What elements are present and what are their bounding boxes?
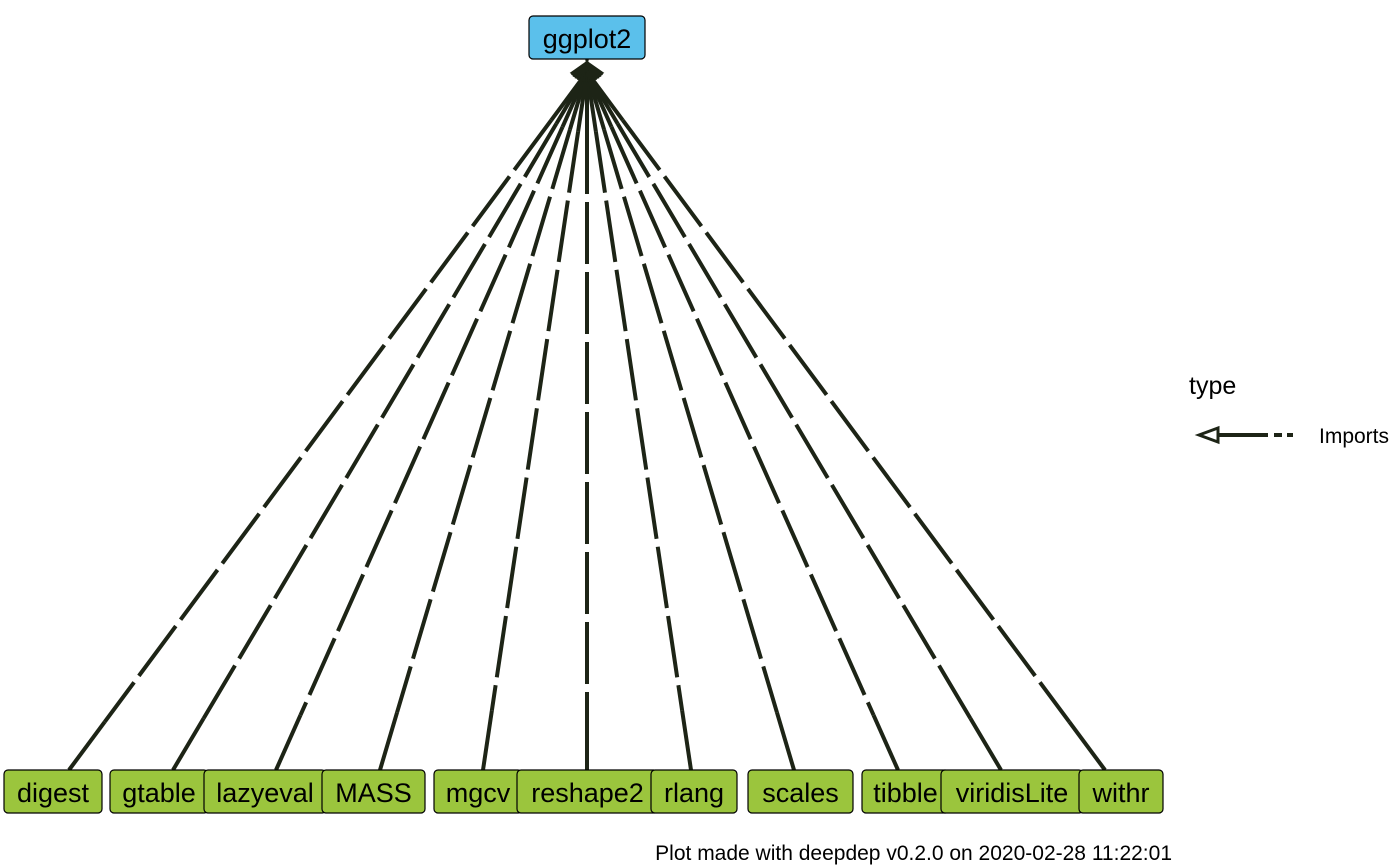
dependency-node: scales [747, 769, 854, 814]
edge-dashed [621, 118, 1071, 724]
dependency-node-label: viridisLite [956, 778, 1069, 808]
edge-dashed [103, 118, 553, 724]
root-node-box [528, 15, 646, 60]
dependency-node-label: digest [17, 778, 90, 808]
edge-dashed [201, 122, 559, 720]
dependency-node: rlang [650, 769, 738, 814]
edge-solid-bottom [968, 717, 1003, 772]
legend-title: type [1189, 372, 1236, 400]
dependency-node-label: reshape2 [531, 778, 644, 808]
edge-solid-bottom [274, 714, 303, 771]
dependency-node-box [650, 769, 738, 814]
caption: Plot made with deepdep v0.2.0 on 2020-02… [655, 842, 1172, 865]
edge-solid-bottom [481, 710, 494, 771]
edge-dashed [609, 125, 876, 717]
dependency-node-label: rlang [664, 778, 724, 808]
edge-solid-bottom [1067, 720, 1107, 772]
edge-solid-bottom [171, 717, 206, 772]
legend-label-imports: Imports [1319, 425, 1389, 448]
edge-dashed [602, 128, 779, 714]
root-node-label: ggplot2 [543, 24, 632, 54]
edge-dashed [615, 122, 973, 720]
edge-solid-bottom [680, 710, 693, 771]
dependency-node: tibble [861, 769, 950, 814]
dependency-node-label: scales [762, 778, 839, 808]
edge-solid-bottom [871, 714, 900, 771]
dependency-node: lazyeval [203, 769, 327, 814]
dependency-node: MASS [321, 769, 426, 814]
dependency-node-box [3, 769, 103, 814]
dependency-node-label: MASS [335, 778, 412, 808]
root-node: ggplot2 [528, 15, 646, 60]
edge-solid-bottom [775, 711, 796, 771]
edge-solid-bottom [378, 711, 399, 771]
legend-key-imports [1194, 425, 1293, 445]
edge-dashed [489, 131, 581, 711]
dependency-node: digest [3, 769, 103, 814]
dependency-node-box [321, 769, 426, 814]
dependency-node-box [1078, 769, 1164, 814]
dependency-node-label: lazyeval [216, 778, 314, 808]
dependency-node: withr [1078, 769, 1164, 814]
edge-arrowhead-icon [585, 59, 605, 82]
dependency-node-box [747, 769, 854, 814]
edge-dashed [298, 125, 565, 717]
dependency-node-label: withr [1091, 778, 1149, 808]
legend: type Imports [1189, 372, 1389, 448]
dependency-node: reshape2 [516, 769, 659, 814]
edge-solid-bottom [67, 720, 107, 772]
dependency-node-label: tibble [873, 778, 938, 808]
edge-dashed [395, 128, 572, 714]
legend-key-arrowhead-icon [1194, 425, 1220, 445]
edge-layer [67, 58, 1107, 772]
dependency-node-label: gtable [122, 778, 196, 808]
edge-dashed [593, 131, 685, 711]
dependency-node: mgcv [433, 769, 523, 814]
dependency-node-label: mgcv [446, 778, 511, 808]
dependency-node: viridisLite [940, 769, 1084, 814]
dependency-node: gtable [109, 769, 209, 814]
node-layer: ggplot2 digest gtable lazyeval MASS mgcv resh… [3, 15, 1164, 814]
